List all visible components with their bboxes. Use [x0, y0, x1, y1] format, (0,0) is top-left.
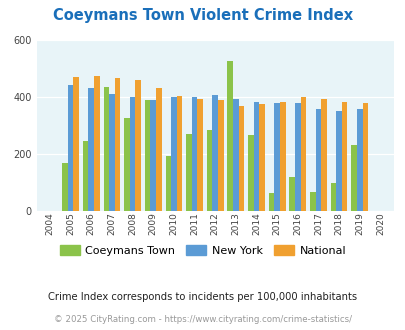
Bar: [274, 103, 279, 211]
Text: © 2025 CityRating.com - https://www.cityrating.com/crime-statistics/: © 2025 CityRating.com - https://www.city…: [54, 315, 351, 324]
Bar: [356, 109, 362, 211]
Bar: [232, 99, 238, 211]
Bar: [165, 156, 171, 211]
Bar: [150, 100, 156, 211]
Bar: [130, 97, 135, 211]
Bar: [156, 88, 161, 211]
Bar: [362, 103, 367, 211]
Bar: [103, 87, 109, 211]
Bar: [73, 77, 79, 211]
Bar: [315, 109, 320, 211]
Bar: [62, 163, 68, 211]
Legend: Coeymans Town, New York, National: Coeymans Town, New York, National: [55, 241, 350, 260]
Bar: [68, 84, 73, 211]
Bar: [109, 94, 115, 211]
Bar: [115, 78, 120, 211]
Bar: [259, 104, 264, 211]
Bar: [206, 130, 212, 211]
Bar: [191, 97, 197, 211]
Bar: [289, 177, 294, 211]
Bar: [350, 146, 356, 211]
Bar: [212, 95, 217, 211]
Bar: [320, 99, 326, 211]
Bar: [135, 81, 141, 211]
Bar: [247, 135, 253, 211]
Bar: [94, 76, 99, 211]
Bar: [330, 182, 335, 211]
Bar: [335, 111, 341, 211]
Bar: [253, 102, 259, 211]
Bar: [238, 106, 243, 211]
Bar: [300, 97, 305, 211]
Bar: [197, 99, 202, 211]
Bar: [124, 118, 130, 211]
Bar: [176, 96, 182, 211]
Bar: [279, 102, 285, 211]
Bar: [227, 61, 232, 211]
Bar: [309, 192, 315, 211]
Bar: [268, 193, 274, 211]
Text: Crime Index corresponds to incidents per 100,000 inhabitants: Crime Index corresponds to incidents per…: [48, 292, 357, 302]
Bar: [217, 100, 223, 211]
Bar: [186, 134, 191, 211]
Bar: [83, 141, 88, 211]
Bar: [171, 97, 176, 211]
Text: Coeymans Town Violent Crime Index: Coeymans Town Violent Crime Index: [53, 8, 352, 23]
Bar: [145, 100, 150, 211]
Bar: [341, 102, 347, 211]
Bar: [294, 103, 300, 211]
Bar: [88, 88, 94, 211]
